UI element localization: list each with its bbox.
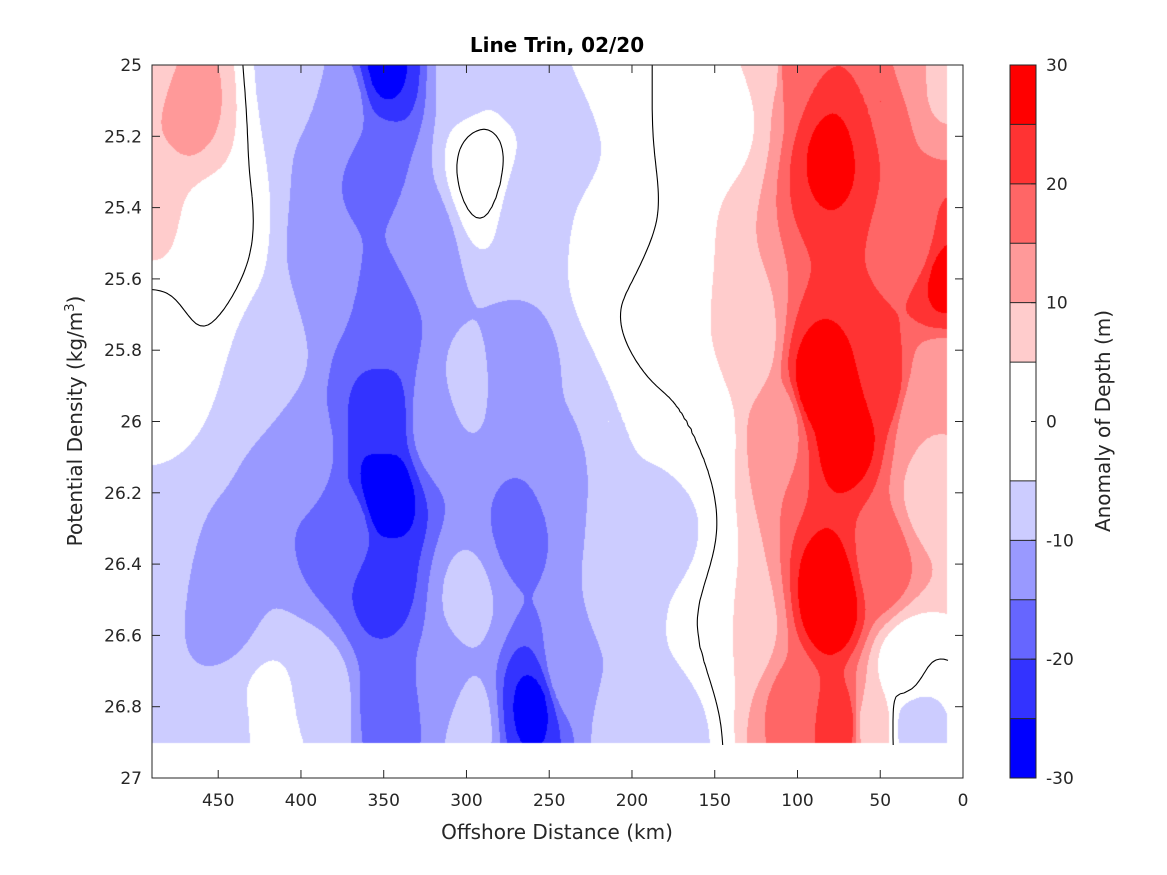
colorbar-tick-label: -10	[1046, 531, 1074, 551]
y-axis-title-superscript: 3	[63, 303, 78, 311]
y-tick-label: 25	[120, 56, 142, 76]
y-tick-label: 26.4	[104, 555, 142, 575]
colorbar-segment	[1010, 124, 1036, 184]
colorbar-tick-label: 10	[1046, 294, 1068, 314]
colorbar-title: Anomaly of Depth (m)	[1091, 310, 1115, 532]
y-tick-label: 26.8	[104, 698, 142, 718]
x-axis-title: Offshore Distance (km)	[441, 820, 673, 844]
x-tick-label: 350	[367, 791, 399, 811]
y-tick-label: 27	[120, 769, 142, 789]
colorbar-segment	[1010, 599, 1036, 660]
colorbar-segment	[1010, 718, 1036, 778]
y-tick-label: 26.2	[104, 484, 142, 504]
colorbar-tick-label: -20	[1046, 650, 1074, 670]
colorbar-tick-label: 0	[1046, 413, 1057, 433]
x-tick-label: 0	[958, 791, 969, 811]
colorbar-segment	[1010, 302, 1036, 363]
colorbar-segment	[1010, 659, 1036, 719]
y-tick-label: 25.6	[104, 270, 142, 290]
y-axis-title-main: Potential Density (kg/m	[63, 312, 87, 547]
y-tick-label: 26.6	[104, 626, 142, 646]
plot-area	[151, 64, 963, 778]
x-tick-label: 150	[699, 791, 731, 811]
x-tick-label: 250	[533, 791, 565, 811]
colorbar-segment	[1010, 183, 1036, 244]
y-tick-label: 26	[120, 413, 142, 433]
y-axis-title-close: )	[63, 296, 87, 304]
zero-contour-lines	[151, 64, 949, 746]
x-tick-label: 100	[781, 791, 813, 811]
x-tick-label: 400	[285, 791, 317, 811]
x-tick-label: 450	[202, 791, 234, 811]
anomaly-field	[152, 65, 963, 778]
y-tick-label: 25.8	[104, 341, 142, 361]
y-axis-title: Potential Density (kg/m3)	[63, 296, 87, 547]
colorbar-ticks: 30 20 10 0 -10 -20 -30	[1031, 56, 1074, 789]
x-tick-label: 50	[869, 791, 891, 811]
y-tick-label: 25.4	[104, 199, 142, 219]
colorbar-tick-label: 30	[1046, 56, 1068, 76]
colorbar-tick-label: -30	[1046, 769, 1074, 789]
colorbar-segment	[1010, 480, 1036, 541]
colorbar-segment	[1010, 243, 1036, 303]
y-axis-ticks: 25 25.2 25.4 25.6 25.8 26 26.2 26.4 26.6 26.8 27	[104, 56, 963, 789]
x-axis-ticks: 450 400 350 300 250 200 150 100 50 0	[202, 65, 968, 811]
colorbar: 30 20 10 0 -10 -20 -30 Anomaly of Depth (m)	[1009, 56, 1115, 789]
x-tick-label: 200	[616, 791, 648, 811]
y-tick-label: 25.2	[104, 127, 142, 147]
chart-title: Line Trin, 02/20	[470, 33, 644, 57]
x-tick-label: 300	[450, 791, 482, 811]
colorbar-segment	[1010, 65, 1036, 125]
colorbar-tick-label: 20	[1046, 175, 1068, 195]
colorbar-segment	[1010, 540, 1036, 600]
